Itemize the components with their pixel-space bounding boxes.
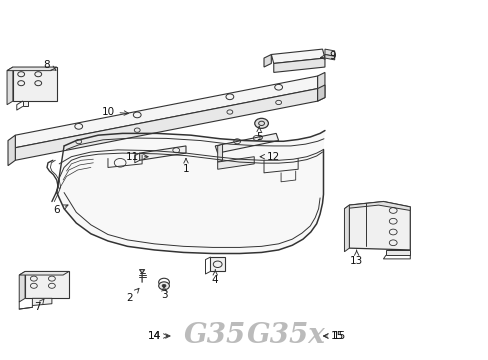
Polygon shape	[15, 76, 317, 148]
Circle shape	[158, 282, 169, 290]
Polygon shape	[317, 85, 325, 101]
Polygon shape	[271, 49, 325, 63]
Circle shape	[162, 284, 165, 287]
Polygon shape	[385, 250, 409, 255]
Text: 15: 15	[323, 331, 346, 341]
Polygon shape	[8, 135, 15, 166]
Polygon shape	[273, 58, 325, 72]
Text: 14: 14	[147, 331, 170, 341]
Polygon shape	[217, 157, 254, 169]
Text: 5: 5	[255, 126, 262, 142]
Text: 12: 12	[260, 152, 280, 162]
Text: 10: 10	[101, 107, 128, 117]
Polygon shape	[140, 146, 185, 160]
Polygon shape	[7, 67, 57, 71]
Polygon shape	[264, 54, 271, 67]
Polygon shape	[19, 271, 25, 302]
Text: 9: 9	[320, 51, 335, 61]
Text: G35x: G35x	[246, 323, 325, 350]
Text: 14: 14	[147, 331, 167, 341]
Polygon shape	[7, 67, 13, 105]
Polygon shape	[217, 144, 222, 162]
Polygon shape	[348, 202, 409, 250]
Polygon shape	[15, 89, 317, 160]
Text: 1: 1	[183, 158, 189, 174]
Polygon shape	[13, 67, 57, 101]
Polygon shape	[325, 54, 334, 60]
Polygon shape	[215, 134, 278, 153]
Text: 13: 13	[349, 250, 363, 266]
Polygon shape	[57, 131, 325, 253]
Polygon shape	[19, 271, 69, 275]
Circle shape	[254, 118, 268, 129]
Polygon shape	[317, 72, 325, 101]
Polygon shape	[210, 257, 224, 271]
Polygon shape	[344, 202, 409, 211]
Text: 15: 15	[323, 331, 343, 341]
Polygon shape	[344, 205, 348, 252]
Text: G35: G35	[184, 323, 246, 350]
Polygon shape	[325, 49, 334, 56]
Text: 11: 11	[125, 152, 148, 162]
Text: 2: 2	[126, 288, 139, 303]
Polygon shape	[22, 101, 27, 107]
Text: 6: 6	[53, 205, 68, 216]
Text: 4: 4	[211, 270, 218, 285]
Text: 3: 3	[161, 287, 167, 300]
Text: 8: 8	[43, 60, 56, 70]
Polygon shape	[32, 298, 52, 306]
Polygon shape	[25, 271, 69, 298]
Text: 7: 7	[34, 299, 44, 312]
